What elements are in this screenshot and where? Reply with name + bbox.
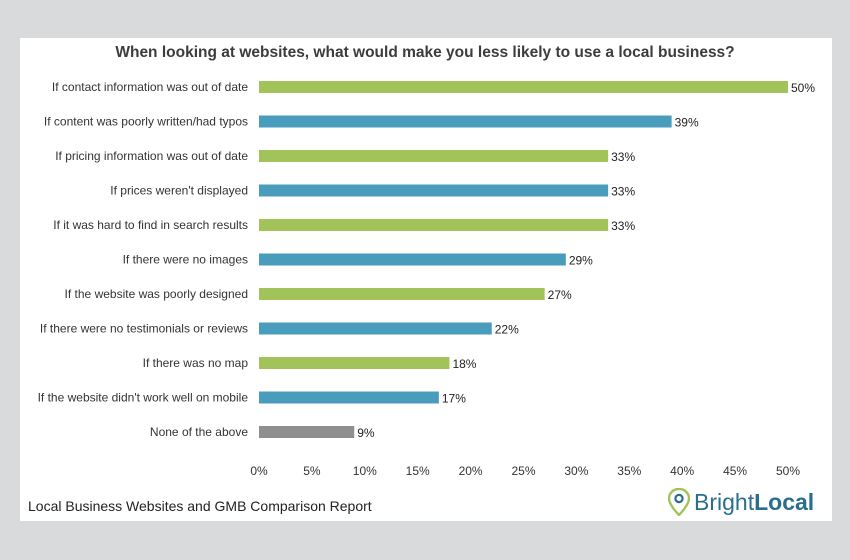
x-tick-label: 5%: [303, 464, 321, 478]
x-tick-label: 35%: [617, 464, 641, 478]
x-tick-label: 10%: [353, 464, 377, 478]
x-tick-label: 15%: [406, 464, 430, 478]
bar: [259, 81, 788, 93]
category-label: If there were no images: [123, 253, 248, 267]
value-label: 39%: [675, 116, 699, 130]
report-name: Local Business Websites and GMB Comparis…: [28, 498, 372, 514]
x-tick-label: 50%: [776, 464, 800, 478]
map-pin-icon: [668, 488, 690, 516]
category-label: If there was no map: [143, 356, 249, 370]
logo-local: Local: [754, 488, 815, 515]
x-tick-label: 20%: [459, 464, 483, 478]
category-label: If the website didn't work well on mobil…: [38, 391, 249, 405]
x-tick-label: 0%: [250, 464, 268, 478]
x-tick-label: 25%: [511, 464, 535, 478]
category-label: If the website was poorly designed: [65, 287, 248, 301]
value-label: 33%: [611, 219, 635, 233]
value-label: 9%: [357, 426, 375, 440]
value-label: 50%: [791, 81, 815, 95]
x-tick-label: 40%: [670, 464, 694, 478]
category-label: None of the above: [150, 425, 248, 439]
category-label: If prices weren't displayed: [110, 184, 248, 198]
category-label: If pricing information was out of date: [55, 149, 248, 163]
category-label: If there were no testimonials or reviews: [40, 322, 248, 336]
category-label: If contact information was out of date: [52, 80, 248, 94]
chart-title: When looking at websites, what would mak…: [115, 44, 735, 61]
logo-bright: Bright: [694, 488, 755, 515]
bar: [259, 322, 492, 335]
value-label: 33%: [611, 185, 635, 199]
value-label: 18%: [452, 357, 476, 371]
x-tick-label: 30%: [564, 464, 588, 478]
bar: [259, 219, 609, 231]
bar: [259, 426, 355, 438]
bar: [259, 150, 609, 162]
bar: [259, 184, 609, 197]
bar: [259, 115, 672, 128]
category-label: If it was hard to find in search results: [53, 218, 248, 232]
value-label: 27%: [548, 288, 572, 302]
value-label: 33%: [611, 150, 635, 164]
x-tick-label: 45%: [723, 464, 747, 478]
value-label: 22%: [495, 323, 519, 337]
bar: [259, 253, 566, 266]
bar: [259, 357, 450, 369]
bar: [259, 288, 545, 300]
brightlocal-logo: BrightLocal: [668, 487, 814, 517]
category-label: If content was poorly written/had typos: [44, 115, 248, 129]
bar: [259, 391, 439, 404]
value-label: 17%: [442, 392, 466, 406]
value-label: 29%: [569, 254, 593, 268]
